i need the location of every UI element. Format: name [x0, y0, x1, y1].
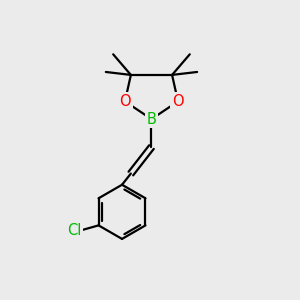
Text: O: O	[172, 94, 184, 109]
Text: O: O	[119, 94, 131, 109]
Text: B: B	[146, 112, 156, 127]
Text: Cl: Cl	[67, 223, 82, 238]
